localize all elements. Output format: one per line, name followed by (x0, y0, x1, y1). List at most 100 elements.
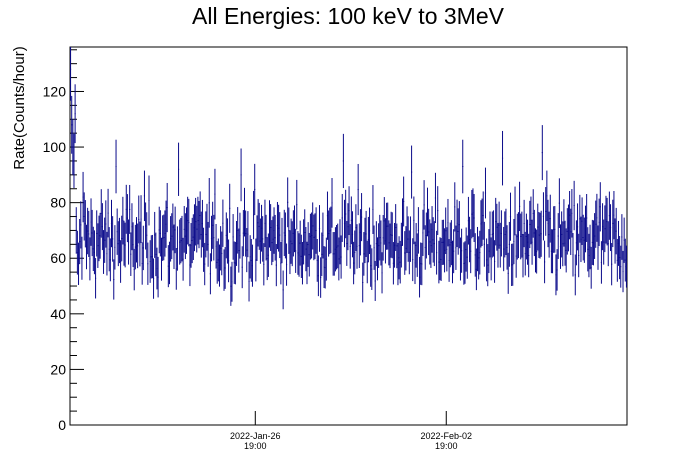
y-tick-label: 0 (58, 417, 66, 433)
data-point (379, 214, 381, 261)
data-point (375, 221, 377, 267)
data-point (471, 189, 473, 239)
data-point (265, 214, 267, 261)
data-point (100, 189, 102, 238)
data-point (613, 190, 615, 240)
data-point (205, 211, 207, 258)
y-tick-label: 60 (50, 250, 66, 266)
data-point (429, 219, 431, 265)
data-point (440, 238, 442, 281)
data-point (424, 225, 426, 270)
data-point (546, 170, 548, 222)
data-point (494, 240, 496, 283)
data-point (408, 230, 410, 275)
data-point (226, 218, 229, 264)
data-point (496, 203, 498, 251)
data-point (356, 224, 358, 269)
data-point (174, 206, 176, 254)
data-point (224, 247, 226, 289)
data-point (561, 211, 563, 258)
data-point (441, 219, 443, 265)
data-point (434, 172, 437, 224)
data-point (395, 204, 397, 251)
data-point (274, 214, 276, 261)
data-point (312, 202, 314, 250)
data-point (268, 200, 271, 248)
data-point (417, 207, 419, 254)
data-point (284, 212, 286, 259)
data-point (381, 252, 383, 294)
data-point (390, 211, 392, 258)
data-point (530, 196, 532, 245)
data-point (570, 208, 572, 256)
data-point (428, 208, 430, 256)
data-point (151, 234, 153, 279)
data-point (317, 255, 319, 297)
y-tick-label: 100 (43, 139, 67, 155)
data-point (156, 247, 158, 290)
data-point (135, 217, 138, 263)
data-point (412, 238, 414, 282)
data-point (154, 211, 156, 258)
data-point (578, 233, 580, 278)
data-point (185, 207, 188, 254)
data-point (121, 215, 123, 262)
data-point (507, 252, 509, 294)
data-point (255, 238, 257, 282)
data-point (420, 242, 422, 285)
data-point (363, 232, 365, 276)
data-point (117, 221, 119, 267)
data-point (565, 228, 567, 273)
data-point (482, 191, 484, 240)
data-point (528, 233, 530, 278)
data-point (567, 204, 570, 252)
data-point (458, 201, 460, 249)
data-point (497, 222, 499, 268)
data-point (355, 204, 357, 252)
data-point (248, 261, 250, 302)
data-point (495, 197, 497, 246)
data-point (457, 208, 459, 255)
data-point (70, 47, 72, 101)
data-point (139, 221, 141, 267)
data-point (314, 213, 316, 260)
data-point (234, 241, 236, 285)
data-point (310, 212, 313, 259)
data-point (539, 212, 541, 259)
data-point (544, 240, 546, 284)
data-point (489, 211, 491, 258)
data-point (204, 242, 206, 286)
data-point (411, 145, 413, 199)
data-point (152, 258, 155, 299)
data-point (438, 240, 440, 284)
data-point (616, 238, 618, 282)
data-point (554, 206, 556, 253)
data-point (246, 228, 248, 273)
data-point (115, 139, 117, 194)
data-point (345, 189, 347, 239)
data-point (81, 236, 83, 280)
data-point (406, 206, 408, 253)
data-point (475, 248, 477, 291)
data-point (587, 227, 589, 272)
data-point (306, 241, 308, 285)
data-point (594, 213, 596, 259)
data-point (603, 219, 605, 265)
y-axis-label: Rate(Counts/hour) (11, 46, 28, 169)
data-point (179, 219, 181, 265)
data-point (84, 200, 86, 248)
data-point (270, 204, 272, 251)
data-point (89, 237, 91, 281)
data-point (291, 221, 293, 267)
data-point (132, 222, 134, 268)
data-point (183, 206, 185, 253)
data-point (130, 232, 132, 276)
data-point (304, 209, 306, 256)
data-point (466, 235, 468, 279)
data-point (556, 249, 558, 291)
data-point (308, 232, 310, 277)
data-point (157, 256, 159, 298)
data-point (180, 217, 182, 264)
data-point (522, 233, 524, 278)
